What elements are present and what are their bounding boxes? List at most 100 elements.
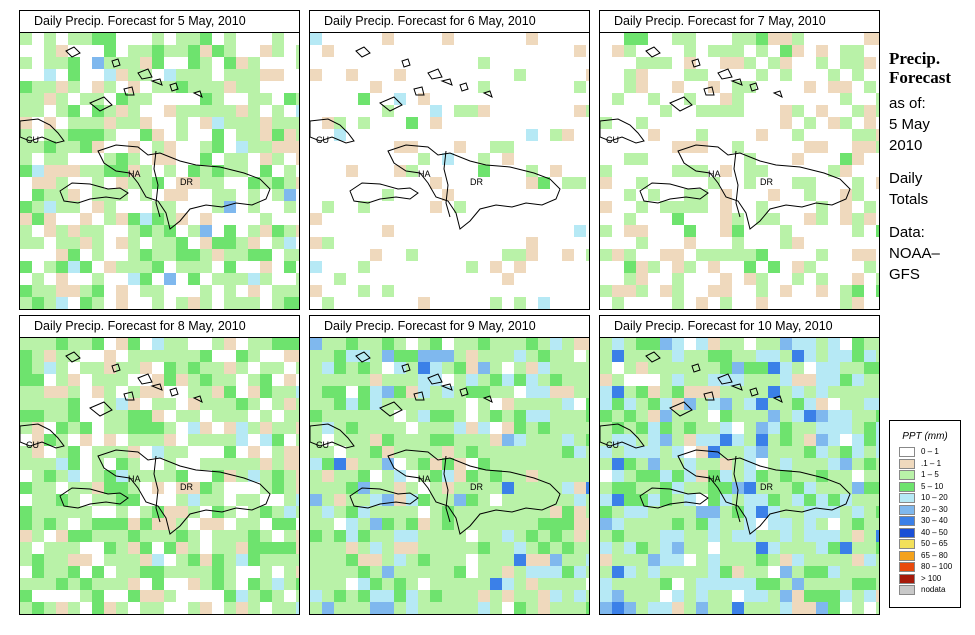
precip-cell [840,165,852,177]
precip-cell [394,554,406,566]
precip-cell [224,285,236,297]
precip-cell [660,410,672,422]
precip-cell [672,297,684,309]
precip-cell [152,554,164,566]
precip-cell [720,350,732,362]
precip-cell [708,177,720,189]
precip-cell [176,446,188,458]
precip-cell [562,398,574,410]
precip-cell [816,518,828,530]
precip-cell [188,105,200,117]
precip-cell [188,57,200,69]
precip-cell [514,338,526,350]
precip-cell [466,506,478,518]
precip-cell [732,362,744,374]
precip-cell [310,458,322,470]
precip-cell [188,225,200,237]
precip-cell [394,338,406,350]
precip-cell [188,602,200,614]
precip-cell [128,177,140,189]
precip-cell [272,338,284,350]
precip-cell [236,410,248,422]
precip-cell [212,578,224,590]
precip-cell [780,69,792,81]
precip-cell [272,297,284,309]
precip-cell [20,261,32,273]
precip-cell [696,422,708,434]
precip-cell [296,386,299,398]
precip-cell [20,225,32,237]
precip-cell [852,374,864,386]
precip-cell [514,518,526,530]
precip-cell [720,338,732,350]
precip-cell [720,602,732,614]
precip-cell [684,470,696,482]
precip-cell [418,350,430,362]
precip-cell [418,374,430,386]
panel-title: Daily Precip. Forecast for 7 May, 2010 [599,10,880,33]
precip-cell [514,398,526,410]
precip-cell [248,297,260,309]
precip-cell [200,386,212,398]
precip-cell [260,141,272,153]
precip-cell [562,494,574,506]
precip-cell [792,422,804,434]
precip-cell [212,398,224,410]
precip-cell [502,590,514,602]
precip-cell [624,225,636,237]
precip-cell [56,470,68,482]
precip-cell [284,225,296,237]
precip-cell [212,273,224,285]
precip-cell [756,249,768,261]
island-outline [123,86,135,96]
precip-cell [176,69,188,81]
precip-cell [92,530,104,542]
precip-cell [68,422,80,434]
precip-cell [864,261,876,273]
precip-cell [612,338,624,350]
precip-cell [212,165,224,177]
precip-cell [200,225,212,237]
precip-cell [334,530,346,542]
legend-swatch [899,458,915,469]
precip-cell [200,261,212,273]
precip-cell [346,398,358,410]
precip-cell [382,225,394,237]
precip-cell [176,470,188,482]
precip-cell [574,434,586,446]
precip-cell [502,518,514,530]
precip-cell [44,482,56,494]
precip-cell [514,69,526,81]
precip-cell [768,362,780,374]
precip-cell [284,201,296,213]
island-outline [645,46,661,58]
island-outline [772,90,783,98]
precip-cell [430,117,442,129]
precip-cell [550,602,562,614]
precip-cell [660,386,672,398]
precip-cell [876,566,879,578]
precip-cell [562,362,574,374]
precip-cell [200,177,212,189]
precip-cell [586,422,589,434]
precip-cell [732,338,744,350]
precip-cell [128,422,140,434]
precip-cell [804,434,816,446]
precip-cell [32,362,44,374]
legend-label: > 100 [921,573,942,583]
precip-cell [828,602,840,614]
precip-cell [586,410,589,422]
precip-cell [804,261,816,273]
precip-cell [816,213,828,225]
precip-cell [358,554,370,566]
precip-cell [80,165,92,177]
precip-cell [696,398,708,410]
precip-cell [768,602,780,614]
precip-cell [260,542,272,554]
precip-cell [490,554,502,566]
precip-cell [852,494,864,506]
precip-cell [296,398,299,410]
precip-cell [708,261,720,273]
precip-cell [382,285,394,297]
precip-cell [260,213,272,225]
